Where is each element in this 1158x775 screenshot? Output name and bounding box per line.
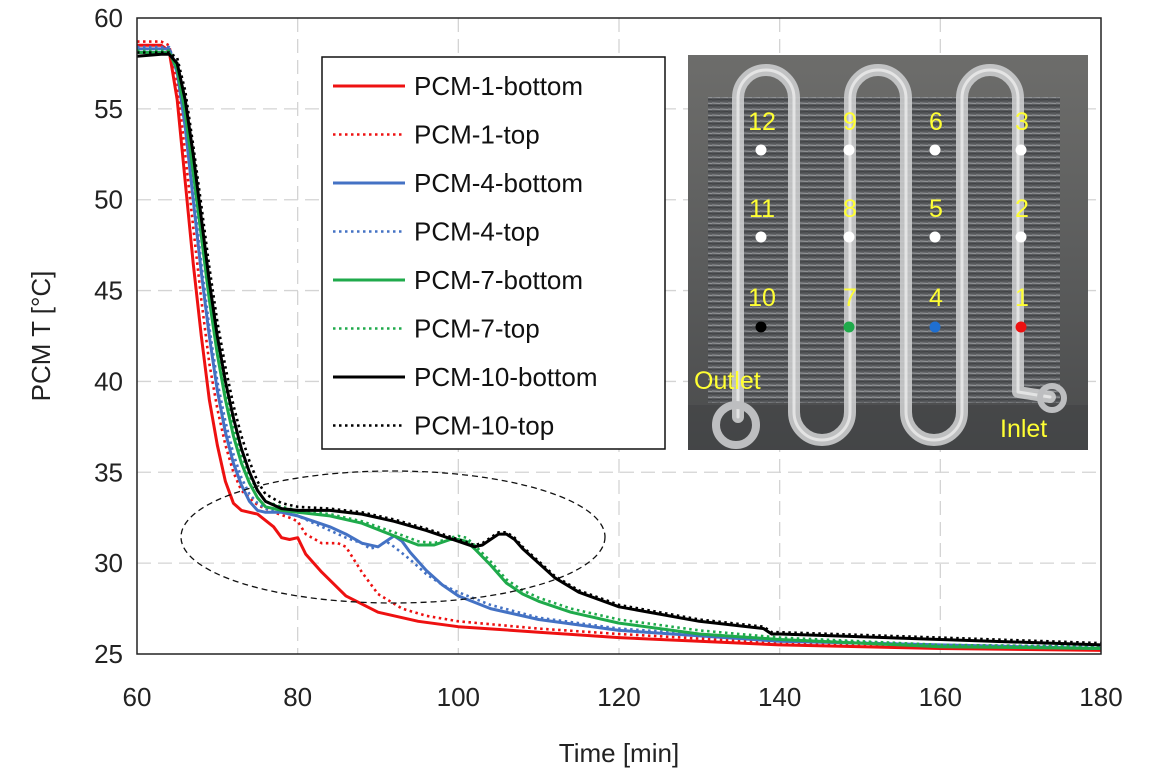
series-line-pcm-1-bottom (137, 43, 1101, 652)
y-tick-label: 50 (94, 185, 123, 215)
sensor-dot-11 (755, 231, 767, 243)
sensor-label-8: 8 (843, 195, 857, 223)
sensor-dot-9 (843, 144, 855, 156)
fin-stack (708, 97, 1060, 403)
legend-item-pcm-4-bottom: PCM-4-bottom (333, 168, 583, 198)
sensor-label-7: 7 (843, 284, 857, 312)
legend-label: PCM-1-bottom (414, 71, 583, 101)
sensor-dot-6 (929, 144, 941, 156)
y-tick-label: 55 (94, 94, 123, 124)
y-tick-labels: 25 30 35 40 45 50 55 60 (94, 3, 123, 669)
sensor-dot-2 (1015, 231, 1027, 243)
x-tick-label: 100 (437, 682, 480, 712)
x-tick-label: 140 (758, 682, 801, 712)
sensor-label-9: 9 (843, 108, 857, 136)
series-line-pcm-10-top (137, 51, 1101, 645)
y-tick-label: 35 (94, 457, 123, 487)
legend-label: PCM-10-bottom (414, 362, 598, 392)
y-axis-title: PCM T [°C] (26, 271, 56, 402)
x-tick-label: 60 (123, 682, 152, 712)
sensor-dot-1 (1015, 321, 1027, 333)
sensor-dot-3 (1015, 144, 1027, 156)
inset-photo-heat-exchanger: 12 9 6 3 11 8 5 2 10 7 4 1 Outlet Inlet (688, 55, 1088, 450)
outlet-label: Outlet (694, 367, 761, 395)
plot-frame (136, 17, 1102, 655)
legend-label: PCM-7-bottom (414, 265, 583, 295)
legend-item-pcm-7-top: PCM-7-top (333, 314, 540, 344)
legend-item-pcm-1-top: PCM-1-top (333, 120, 540, 150)
y-tick-label: 25 (94, 639, 123, 669)
series-line-pcm-10-bottom (137, 52, 1101, 647)
legend-item-pcm-10-bottom: PCM-10-bottom (333, 362, 598, 392)
y-tick-label: 60 (94, 3, 123, 33)
fin-stack-highlight (708, 97, 1060, 403)
legend-label: PCM-7-top (414, 314, 540, 344)
legend-box (321, 56, 666, 450)
sensor-dot-8 (843, 231, 855, 243)
sensor-label-6: 6 (929, 108, 943, 136)
x-axis-title: Time [min] (559, 738, 679, 768)
inlet-label: Inlet (1000, 415, 1047, 443)
legend-label: PCM-10-top (414, 411, 554, 441)
serpentine-tube-shine (736, 68, 1052, 442)
phase-change-ellipse (180, 470, 606, 604)
x-tick-label: 160 (919, 682, 962, 712)
sensor-label-4: 4 (929, 284, 943, 312)
series-layer (137, 40, 1101, 652)
legend-label: PCM-4-top (414, 217, 540, 247)
sensor-dot-4 (929, 321, 941, 333)
x-tick-label: 120 (597, 682, 640, 712)
sensor-label-5: 5 (929, 195, 943, 223)
legend-item-pcm-7-bottom: PCM-7-bottom (333, 265, 583, 295)
sensor-label-3: 3 (1015, 108, 1029, 136)
x-tick-label: 80 (283, 682, 312, 712)
legend: PCM-1-bottom PCM-1-top PCM-4-bottom PCM-4-t… (321, 56, 666, 450)
inlet-port (1037, 383, 1067, 413)
sensor-dot-12 (755, 144, 767, 156)
x-tick-labels: 60 80 100 120 140 160 180 (123, 682, 1123, 712)
legend-label: PCM-4-bottom (414, 168, 583, 198)
sensor-label-11: 11 (749, 195, 775, 223)
outlet-port (712, 401, 760, 449)
y-tick-label: 30 (94, 548, 123, 578)
series-line-pcm-7-top (137, 49, 1101, 648)
sensor-label-10: 10 (748, 284, 776, 312)
x-tick-label: 180 (1079, 682, 1122, 712)
sensor-label-1: 1 (1015, 284, 1029, 312)
sensor-label-12: 12 (748, 108, 776, 136)
sensor-label-2: 2 (1015, 195, 1029, 223)
legend-item-pcm-1-bottom: PCM-1-bottom (333, 71, 583, 101)
y-tick-label: 45 (94, 276, 123, 306)
legend-label: PCM-1-top (414, 120, 540, 150)
legend-item-pcm-10-top: PCM-10-top (333, 411, 554, 441)
y-tick-label: 40 (94, 366, 123, 396)
series-line-pcm-1-top (137, 40, 1101, 650)
sensor-dot-10 (755, 321, 767, 333)
legend-item-pcm-4-top: PCM-4-top (333, 217, 540, 247)
sensor-dot-5 (929, 231, 941, 243)
sensor-dot-7 (843, 321, 855, 333)
